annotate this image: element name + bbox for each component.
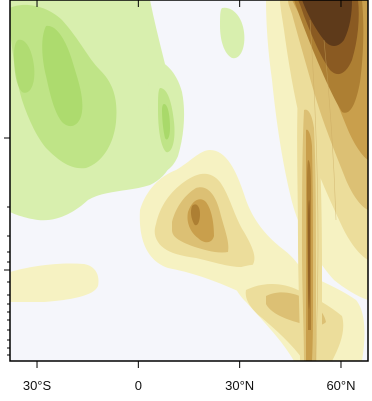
contour-fills bbox=[10, 0, 368, 361]
green-contour-3b bbox=[14, 39, 35, 93]
green-patch-36N bbox=[220, 7, 245, 59]
green-band-10N bbox=[148, 59, 185, 173]
x-tick-label-3: 60°N bbox=[326, 378, 355, 393]
contour-line-2 bbox=[323, 39, 337, 221]
x-tick-label-1: 0 bbox=[135, 378, 142, 393]
green-contour-3 bbox=[42, 25, 83, 127]
yellow-band-south bbox=[10, 263, 99, 302]
green-band-core bbox=[162, 104, 170, 140]
x-axis: 30°S 0 30°N 60°N bbox=[23, 0, 356, 393]
y-axis bbox=[4, 137, 10, 356]
brown-streak-55N bbox=[297, 88, 322, 361]
brown-streak-level-6 bbox=[308, 200, 310, 310]
brown-55N-level-7 bbox=[302, 0, 352, 46]
contour-line-1 bbox=[309, 19, 319, 361]
yellow-band-outer bbox=[10, 263, 99, 302]
brown-20N-level-5 bbox=[190, 204, 200, 226]
x-tick-label-2: 30°N bbox=[225, 378, 254, 393]
brown-max-20N bbox=[139, 150, 316, 306]
plot-area bbox=[9, 0, 369, 362]
plot-frame bbox=[9, 0, 369, 362]
contour-lines bbox=[309, 19, 337, 361]
green-region-south bbox=[10, 0, 179, 221]
x-tick-label-0: 30°S bbox=[23, 378, 52, 393]
